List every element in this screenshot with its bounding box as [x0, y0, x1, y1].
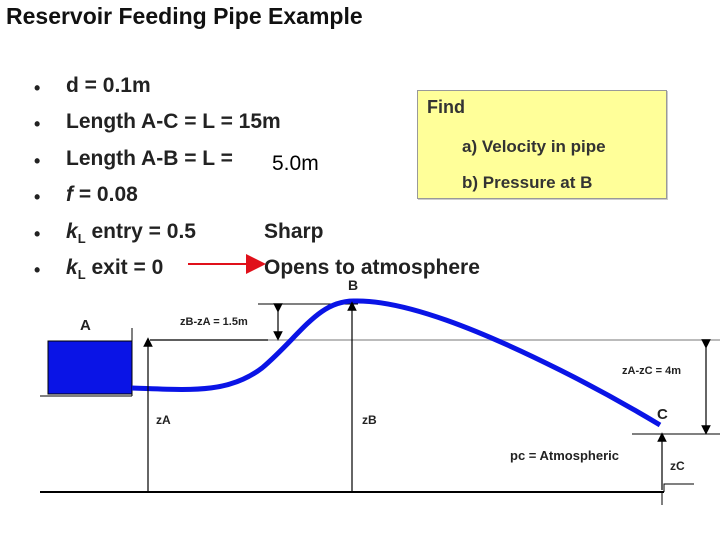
bullet-text: d = 0.1m [66, 74, 151, 97]
find-title: Find [427, 97, 465, 117]
pipe [131, 298, 662, 428]
bullet-text: f = 0.08 [66, 183, 138, 207]
friction-value: = 0.08 [73, 183, 138, 206]
bullet-text: Length A-C = L = 15m [66, 110, 281, 133]
reservoir-a [47, 340, 133, 395]
bullet-dot: • [34, 114, 41, 134]
label-za-zc: zA-zC = 4m [622, 365, 681, 377]
label-a: A [80, 317, 91, 334]
bullet-dot: • [34, 224, 41, 244]
kl-entry-value: entry = 0.5 [85, 220, 196, 243]
bullet-dot: • [34, 78, 41, 98]
kl-subscript: L [77, 267, 86, 283]
bullet-text: kL exit = 0 [66, 256, 163, 282]
label-zb: zB [362, 413, 377, 427]
zc-base-line [663, 483, 694, 492]
friction-symbol: f [66, 183, 73, 206]
bullet-text: kL entry = 0.5 [66, 220, 196, 246]
kl-symbol: k [66, 220, 78, 243]
find-item-velocity: a) Velocity in pipe [462, 137, 606, 156]
exit-note: Opens to atmosphere [264, 256, 480, 279]
bullet-dot: • [34, 151, 41, 171]
find-item-pressure: b) Pressure at B [462, 173, 593, 192]
kl-symbol: k [66, 256, 78, 279]
label-b: B [348, 277, 358, 293]
bullet-text: Length A-B = L = [66, 147, 233, 170]
label-zb-za: zB-zA = 1.5m [180, 316, 248, 328]
label-za: zA [156, 413, 171, 427]
label-c: C [657, 406, 668, 423]
label-pc: pc = Atmospheric [510, 448, 619, 463]
entry-note: Sharp [264, 220, 324, 243]
bullet-dot: • [34, 260, 41, 280]
label-zc: zC [670, 459, 685, 473]
length-ab-value: 5.0m [270, 152, 321, 176]
find-box: Find a) Velocity in pipe b) Pressure at … [417, 90, 667, 199]
slide-title: Reservoir Feeding Pipe Example [6, 3, 363, 29]
kl-subscript: L [77, 231, 86, 247]
kl-exit-value: exit = 0 [85, 256, 164, 279]
bullet-dot: • [34, 187, 41, 207]
